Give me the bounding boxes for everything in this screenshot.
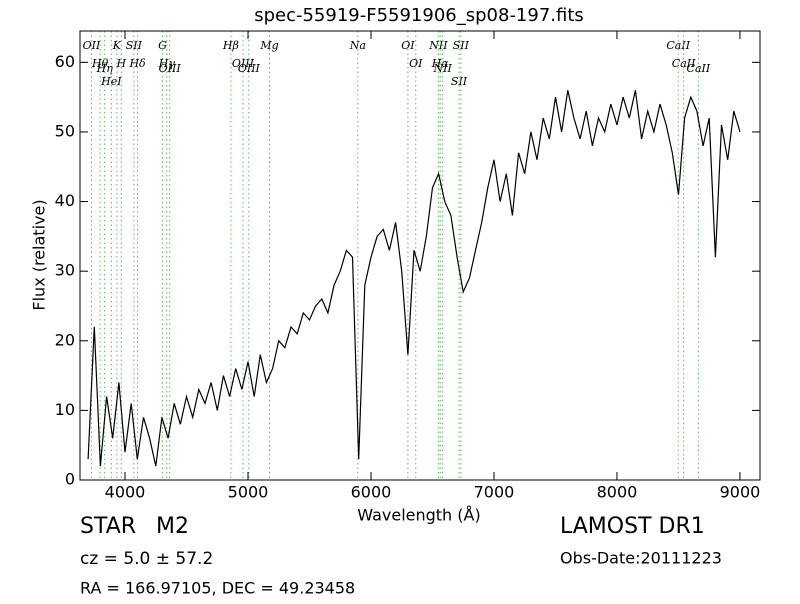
redshift: cz = 5.0 ± 57.2 [80,549,213,569]
spectral-line-label: OIII [238,62,261,75]
spectral-line-label: OII [83,39,101,52]
survey: LAMOST DR1 [560,514,705,539]
y-tick-label: 50 [55,121,75,140]
spectral-line-label: K [112,39,122,52]
x-tick-label: 8000 [597,483,638,502]
spectral-line-label: NII [428,39,448,52]
object-class: STAR [80,514,136,539]
spectral-line-label: H [116,57,127,70]
spectral-line-label: Hθ [91,57,109,70]
spectral-line-label: Hδ [128,57,146,70]
x-axis-label: Wavelength (Å) [357,506,480,525]
spectral-line-label: OIII [232,57,255,70]
y-tick-label: 30 [55,261,75,280]
x-tick-label: 9000 [720,483,761,502]
spectral-line-label: CaII [672,57,696,70]
y-tick-label: 0 [65,470,75,489]
spectrum-group [87,90,741,467]
spectral-line-label: OIII [159,62,182,75]
x-tick-label: 7000 [474,483,515,502]
subclass: M2 [156,514,189,539]
x-tick-label: 5000 [228,483,269,502]
y-tick-label: 40 [55,191,75,210]
spectral-line-label: G [158,39,167,52]
spectral-line-label: Na [349,39,366,52]
spectral-line-label: HeI [100,75,122,88]
chart-title: spec-55919-F5591906_sp08-197.fits [254,5,584,26]
spectral-line-label: SII [126,39,143,52]
spectral-line-label: OI [409,57,423,70]
spectral-line-label: Hγ [158,57,176,70]
spectral-line-label: SII [453,39,470,52]
plot-frame [79,30,761,481]
spectral-line-label: OI [401,39,415,52]
spectrum-line [87,90,741,467]
y-tick-label: 10 [55,400,75,419]
obs-date: Obs-Date:20111223 [560,549,722,568]
x-tick-label: 6000 [351,483,392,502]
spectral-line-label: SII [451,75,468,88]
spectral-line-label: Hη [96,62,114,75]
y-tick-label: 20 [55,330,75,349]
coordinates: RA = 166.97105, DEC = 49.23458 [80,579,355,598]
x-tick-label: 4000 [105,483,146,502]
spectral-line-label: NII [433,62,453,75]
y-tick-label: 60 [55,52,75,71]
y-axis-label: Flux (relative) [30,199,49,310]
spectral-line-label: CaII [687,62,711,75]
spectral-line-label: Mg [259,39,278,52]
spectral-line-label: CaII [666,39,690,52]
spectral-line-label: Hα [431,57,450,70]
spectral-line-label: Hβ [222,39,239,52]
